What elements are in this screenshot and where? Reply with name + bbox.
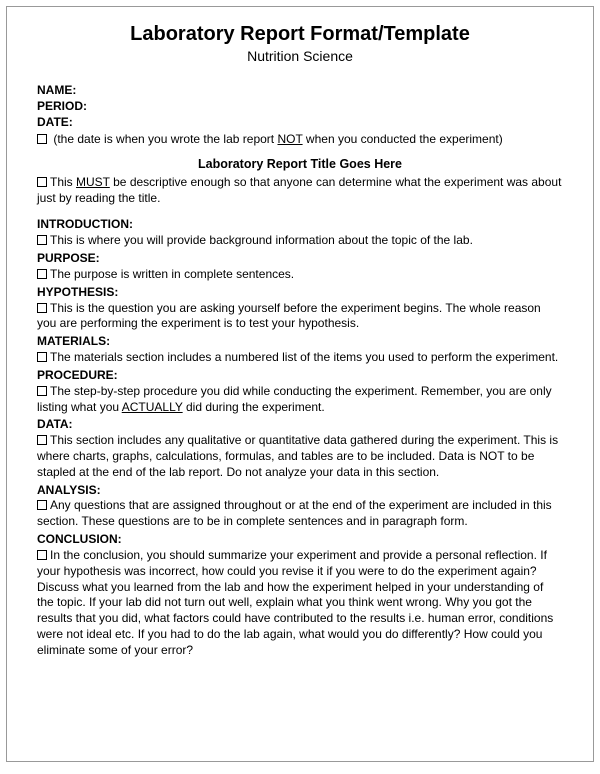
title-note-underline: MUST (76, 175, 110, 189)
date-note-underline: NOT (277, 132, 302, 146)
procedure-heading: PROCEDURE: (37, 368, 563, 384)
report-title-heading: Laboratory Report Title Goes Here (37, 157, 563, 171)
procedure-underline: ACTUALLY (122, 400, 183, 414)
introduction-heading: INTRODUCTION: (37, 217, 563, 233)
purpose-heading: PURPOSE: (37, 251, 563, 267)
data-body: This section includes any qualitative or… (37, 433, 558, 479)
title-note: This MUST be descriptive enough so that … (37, 175, 563, 207)
purpose-text: The purpose is written in complete sente… (37, 267, 563, 283)
introduction-text: This is where you will provide backgroun… (37, 233, 563, 249)
conclusion-heading: CONCLUSION: (37, 532, 563, 548)
date-note-post: when you conducted the experiment) (303, 132, 503, 146)
checkbox-icon (37, 386, 47, 396)
title-note-pre: This (50, 175, 76, 189)
checkbox-icon (37, 235, 47, 245)
data-text: This section includes any qualitative or… (37, 433, 563, 480)
date-field-label: DATE: (37, 114, 563, 130)
title-note-post: be descriptive enough so that anyone can… (37, 175, 561, 205)
checkbox-icon (37, 550, 47, 560)
analysis-heading: ANALYSIS: (37, 483, 563, 499)
procedure-text: The step-by-step procedure you did while… (37, 384, 563, 416)
hypothesis-body: This is the question you are asking your… (37, 301, 541, 331)
name-field-label: NAME: (37, 82, 563, 98)
checkbox-icon (37, 134, 47, 144)
materials-body: The materials section includes a numbere… (50, 350, 558, 364)
procedure-post: did during the experiment. (183, 400, 325, 414)
data-heading: DATA: (37, 417, 563, 433)
checkbox-icon (37, 303, 47, 313)
hypothesis-heading: HYPOTHESIS: (37, 285, 563, 301)
period-field-label: PERIOD: (37, 98, 563, 114)
checkbox-icon (37, 269, 47, 279)
purpose-body: The purpose is written in complete sente… (50, 267, 294, 281)
checkbox-icon (37, 435, 47, 445)
checkbox-icon (37, 500, 47, 510)
materials-text: The materials section includes a numbere… (37, 350, 563, 366)
analysis-text: Any questions that are assigned througho… (37, 498, 563, 530)
page-title: Laboratory Report Format/Template (37, 23, 563, 46)
page-subtitle: Nutrition Science (37, 48, 563, 64)
conclusion-body: In the conclusion, you should summarize … (37, 548, 553, 657)
analysis-body: Any questions that are assigned througho… (37, 498, 552, 528)
date-note: (the date is when you wrote the lab repo… (37, 131, 563, 147)
checkbox-icon (37, 352, 47, 362)
document-page: Laboratory Report Format/Template Nutrit… (6, 6, 594, 762)
materials-heading: MATERIALS: (37, 334, 563, 350)
introduction-body: This is where you will provide backgroun… (50, 233, 473, 247)
date-note-pre: (the date is when you wrote the lab repo… (50, 132, 277, 146)
hypothesis-text: This is the question you are asking your… (37, 301, 563, 333)
conclusion-text: In the conclusion, you should summarize … (37, 548, 563, 659)
checkbox-icon (37, 177, 47, 187)
